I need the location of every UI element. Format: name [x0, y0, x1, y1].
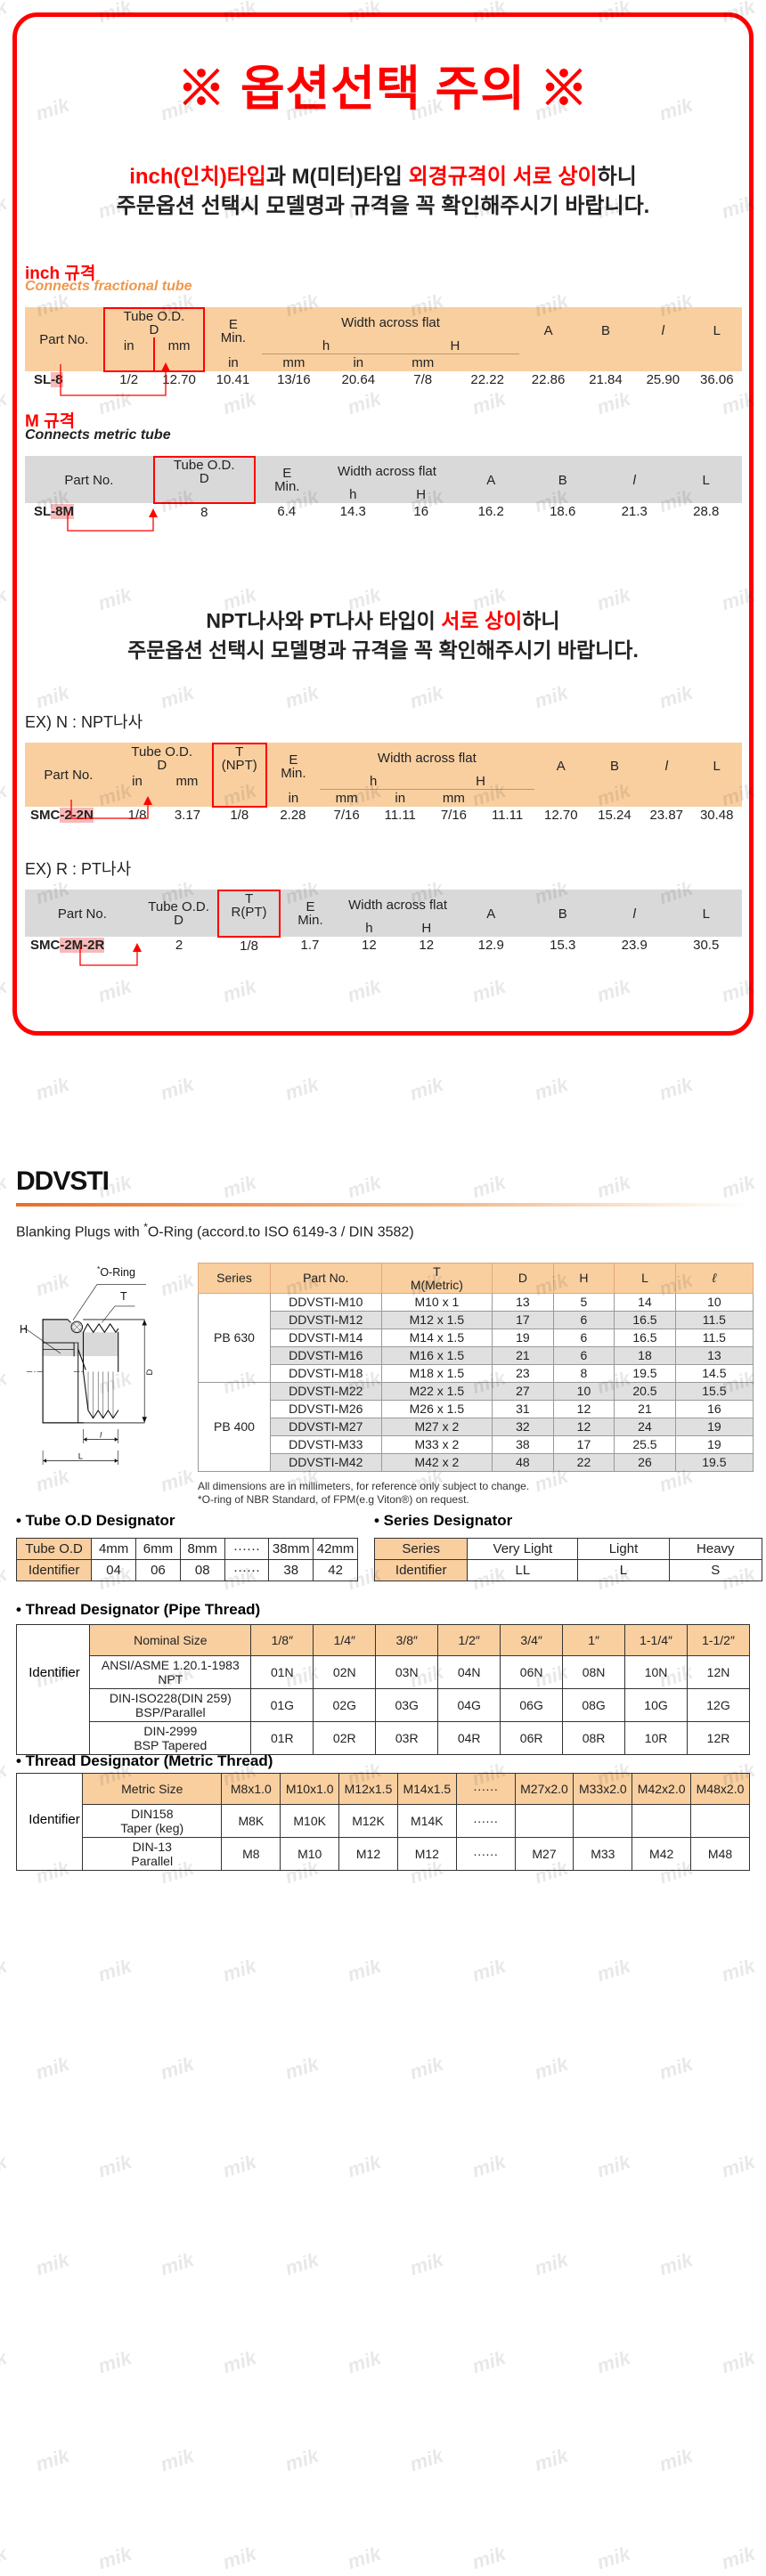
- svg-text:D: D: [145, 1369, 155, 1375]
- svg-text:T: T: [120, 1290, 127, 1303]
- svg-text:L: L: [78, 1452, 83, 1462]
- svg-text:*O-Ring: *O-Ring: [97, 1264, 135, 1279]
- svg-text:l: l: [100, 1431, 102, 1440]
